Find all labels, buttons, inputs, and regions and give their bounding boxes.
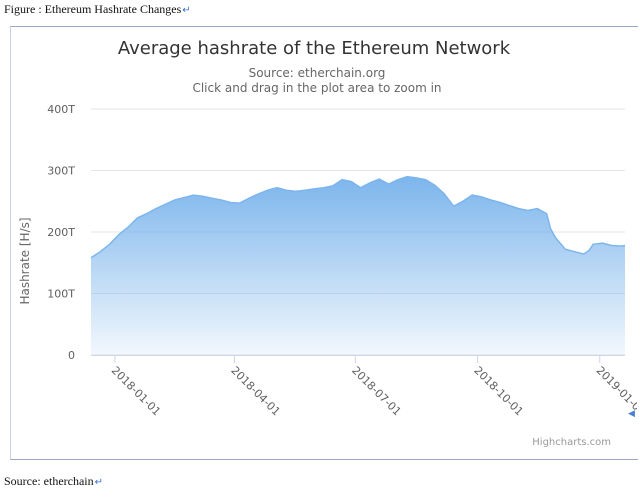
scroll-arrow-icon[interactable]: ◀ — [628, 408, 635, 418]
figure-caption: Figure : Ethereum Hashrate Changes↵ — [4, 2, 191, 16]
plot-area[interactable] — [90, 175, 626, 355]
chart-zoom-hint: Click and drag in the plot area to zoom … — [192, 81, 441, 95]
series-area — [91, 176, 625, 355]
y-axis-title: Hashrate [H/s] — [18, 217, 32, 304]
y-axis: 0 100T 200T 300T 400T — [47, 103, 75, 362]
x-tick-label: 2018-04-01 — [228, 364, 282, 418]
x-tick-label: 2018-10-01 — [471, 364, 525, 418]
chart-subtitle: Source: etherchain.org — [249, 66, 386, 80]
y-tick-label: 0 — [68, 349, 75, 362]
paragraph-mark-icon: ↵ — [94, 477, 104, 488]
x-tick-label: 2018-01-01 — [109, 364, 163, 418]
hashrate-chart[interactable]: Average hashrate of the Ethereum Network… — [11, 27, 637, 459]
credits-link[interactable]: Highcharts.com — [532, 437, 611, 448]
y-tick-label: 100T — [47, 288, 75, 301]
x-tick-label: 2018-07-01 — [349, 364, 403, 418]
figure-source-note: Source: etherchain↵ — [4, 474, 104, 488]
y-tick-label: 200T — [47, 226, 75, 239]
chart-container[interactable]: Average hashrate of the Ethereum Network… — [10, 26, 638, 460]
y-tick-label: 400T — [47, 103, 75, 116]
paragraph-mark-icon: ↵ — [182, 5, 191, 16]
series-line — [90, 175, 626, 259]
y-tick-label: 300T — [47, 165, 75, 178]
chart-title: Average hashrate of the Ethereum Network — [118, 38, 511, 59]
x-axis: 2018-01-01 2018-04-01 2018-07-01 2018-10-01… — [91, 355, 637, 418]
